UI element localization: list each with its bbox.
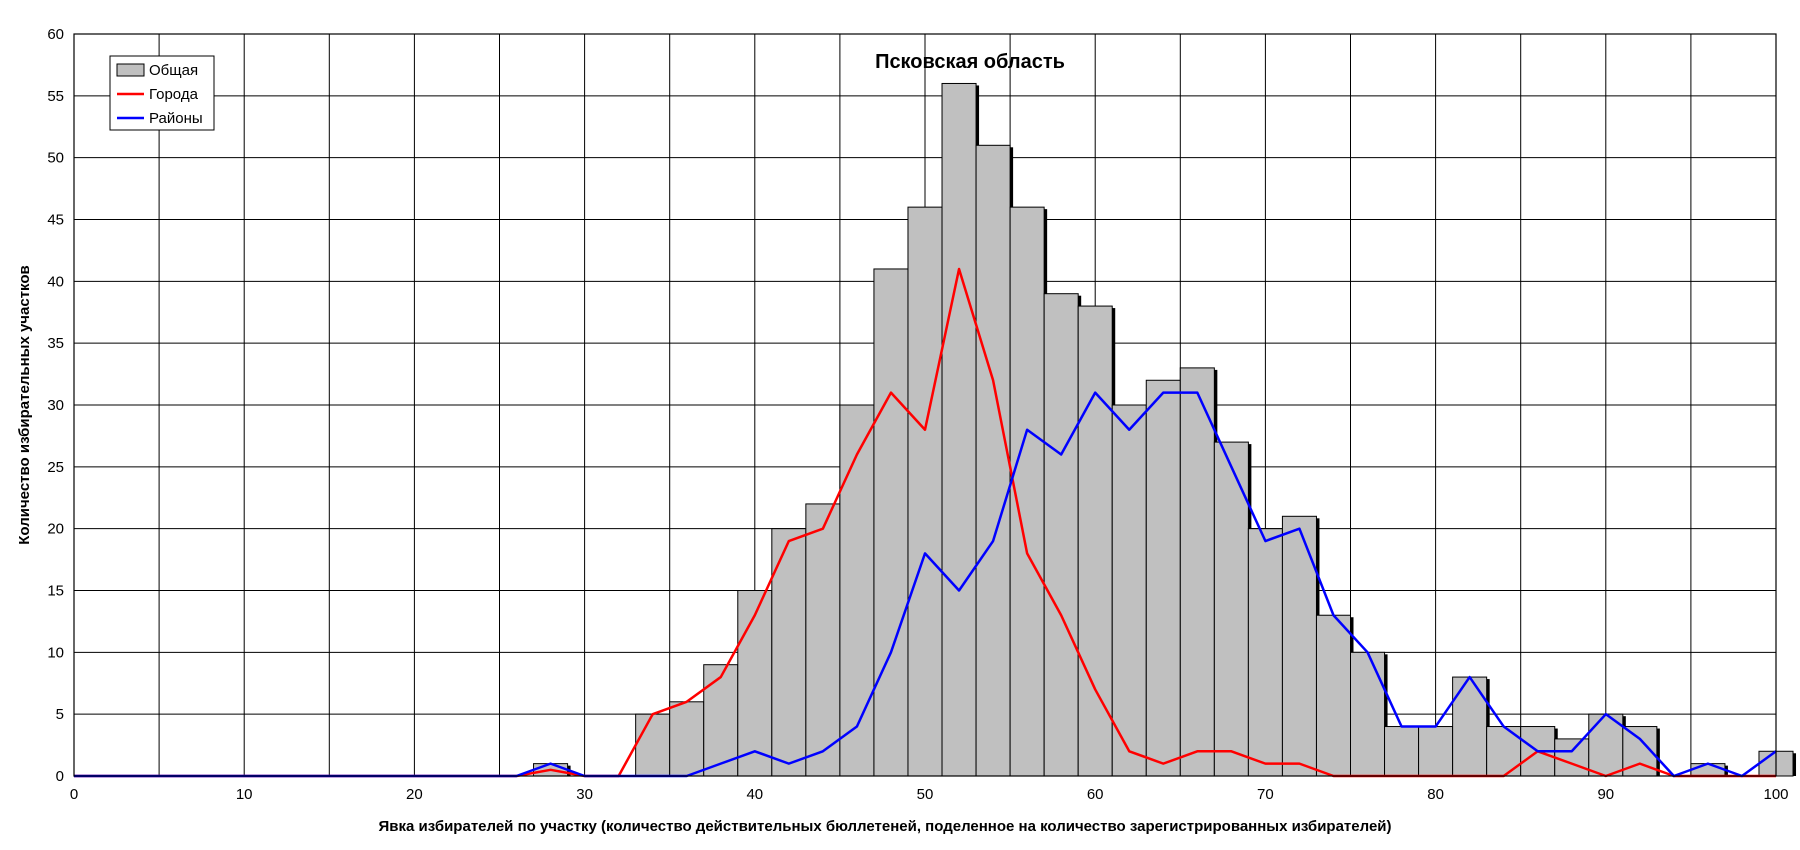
y-tick-label: 5: [56, 706, 64, 723]
y-tick-label: 0: [56, 768, 64, 785]
y-tick-label: 10: [47, 644, 64, 661]
x-tick-label: 80: [1427, 786, 1444, 803]
y-tick-label: 35: [47, 335, 64, 352]
y-tick-label: 45: [47, 212, 64, 229]
bar: [635, 713, 671, 777]
x-tick-label: 90: [1597, 786, 1614, 803]
x-axis-label: Явка избирателей по участку (количество …: [379, 818, 1392, 835]
bar: [805, 503, 841, 777]
bar: [1179, 367, 1215, 777]
bar: [1111, 404, 1147, 777]
bar: [1043, 293, 1079, 777]
x-tick-label: 50: [917, 786, 934, 803]
bar: [1315, 614, 1351, 777]
legend-label: Общая: [149, 62, 198, 79]
x-tick-label: 100: [1763, 786, 1788, 803]
bar: [1077, 305, 1113, 777]
y-axis-label: Количество избирательных участков: [16, 265, 33, 544]
x-tick-label: 70: [1257, 786, 1274, 803]
bar: [873, 268, 909, 777]
bar: [1213, 441, 1249, 777]
bar: [975, 144, 1011, 777]
bar: [907, 206, 943, 777]
x-tick-label: 60: [1087, 786, 1104, 803]
x-tick-label: 30: [576, 786, 593, 803]
y-tick-label: 20: [47, 521, 64, 538]
legend-label: Районы: [149, 110, 203, 127]
bar: [1145, 379, 1181, 777]
x-tick-labels: 0 10 20 30 40 50 60 70 80 90 100: [70, 786, 1789, 803]
bar: [1350, 651, 1386, 777]
bar: [1247, 528, 1283, 777]
y-tick-label: 55: [47, 88, 64, 105]
bar: [1281, 515, 1317, 777]
y-tick-label: 50: [47, 150, 64, 167]
plot-border: [73, 33, 1777, 777]
y-tick-label: 25: [47, 459, 64, 476]
bars: [533, 82, 1797, 777]
bar: [1588, 713, 1624, 777]
bar: [1384, 726, 1420, 777]
y-tick-labels: 0 5 10 15 20 25 30 35 40 45 50 55 60: [47, 26, 64, 785]
bar: [1690, 763, 1726, 777]
y-tick-label: 60: [47, 26, 64, 43]
x-tick-label: 40: [746, 786, 763, 803]
x-tick-label: 20: [406, 786, 423, 803]
bar: [839, 404, 875, 777]
bar: [737, 590, 773, 777]
series-line-Города: [74, 267, 1776, 778]
legend-label: Города: [149, 86, 199, 103]
bar: [1418, 726, 1454, 777]
y-tick-label: 30: [47, 397, 64, 414]
lines: [74, 267, 1777, 778]
y-tick-label: 15: [47, 583, 64, 600]
legend-swatch-bar: [116, 63, 145, 77]
bar: [1452, 676, 1488, 777]
y-tick-label: 40: [47, 273, 64, 290]
bar: [941, 82, 977, 777]
bar: [1554, 738, 1590, 777]
series-line-Районы: [74, 391, 1777, 778]
legend: Общая Города Районы: [109, 55, 215, 131]
bar: [669, 701, 705, 777]
x-tick-label: 0: [70, 786, 78, 803]
bar: [703, 664, 739, 777]
chart-title: Псковская область: [875, 51, 1065, 73]
x-tick-label: 10: [236, 786, 253, 803]
